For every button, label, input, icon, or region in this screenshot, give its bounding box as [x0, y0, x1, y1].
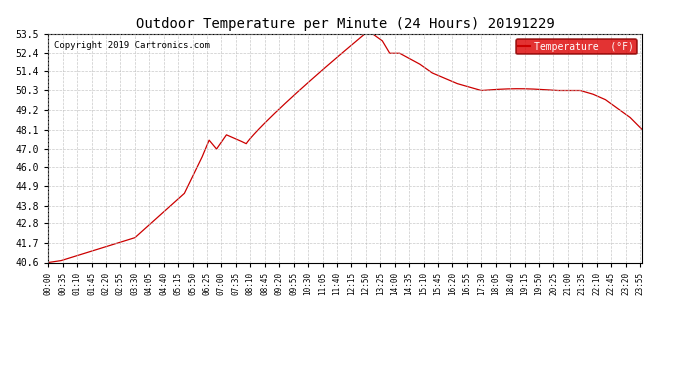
Title: Outdoor Temperature per Minute (24 Hours) 20191229: Outdoor Temperature per Minute (24 Hours…: [136, 17, 554, 31]
Text: Copyright 2019 Cartronics.com: Copyright 2019 Cartronics.com: [55, 40, 210, 50]
Legend: Temperature  (°F): Temperature (°F): [515, 39, 637, 54]
